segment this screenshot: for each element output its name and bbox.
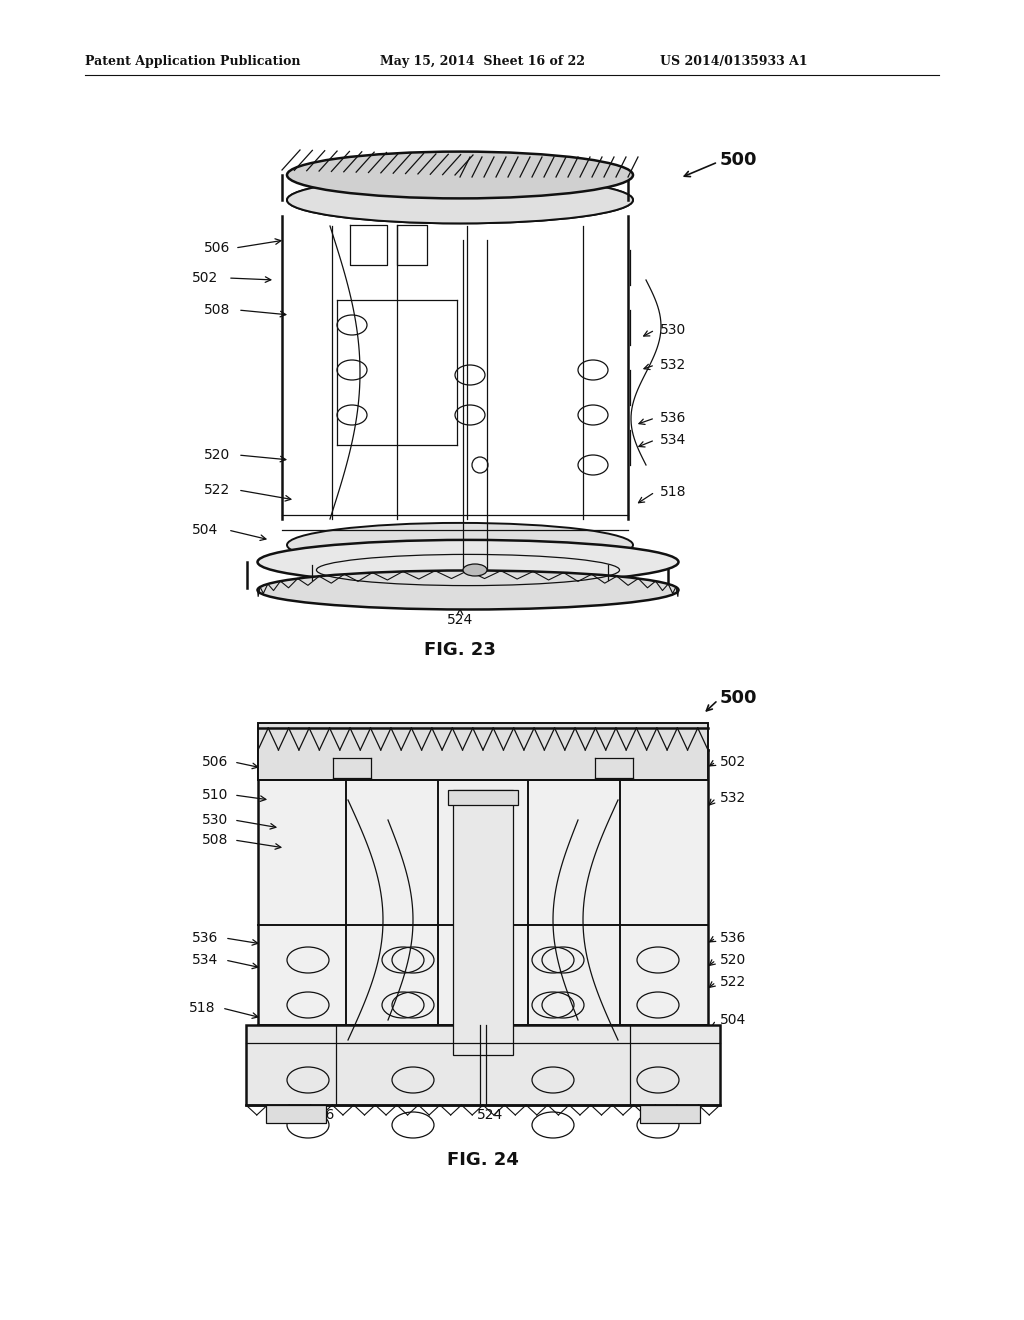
Text: 518: 518 bbox=[660, 484, 686, 499]
Text: 536: 536 bbox=[720, 931, 746, 945]
Ellipse shape bbox=[463, 564, 487, 576]
Ellipse shape bbox=[257, 540, 679, 583]
Bar bbox=[449, 789, 518, 805]
Text: FIG. 23: FIG. 23 bbox=[424, 642, 496, 659]
Text: 536: 536 bbox=[191, 931, 218, 945]
Text: 534: 534 bbox=[660, 433, 686, 447]
Bar bbox=[258, 750, 708, 1060]
Text: 526: 526 bbox=[309, 1107, 335, 1122]
Text: 508: 508 bbox=[204, 304, 230, 317]
Text: 522: 522 bbox=[720, 975, 746, 989]
Text: 506: 506 bbox=[204, 242, 230, 255]
Text: 518: 518 bbox=[188, 1001, 215, 1015]
Ellipse shape bbox=[257, 570, 679, 610]
Text: 524: 524 bbox=[446, 612, 473, 627]
Text: 534: 534 bbox=[191, 953, 218, 968]
Text: 508: 508 bbox=[202, 833, 228, 847]
Text: 530: 530 bbox=[202, 813, 228, 828]
Text: 536: 536 bbox=[660, 411, 686, 425]
Text: 500: 500 bbox=[720, 689, 758, 708]
Ellipse shape bbox=[287, 177, 633, 223]
Text: 510: 510 bbox=[202, 788, 228, 803]
Text: 504: 504 bbox=[191, 523, 218, 537]
Ellipse shape bbox=[287, 523, 633, 568]
Text: FIG. 24: FIG. 24 bbox=[447, 1151, 519, 1170]
Bar bbox=[453, 789, 513, 1055]
Ellipse shape bbox=[287, 177, 633, 223]
Bar bbox=[246, 1026, 720, 1105]
Text: 520: 520 bbox=[720, 953, 746, 968]
Text: 522: 522 bbox=[204, 483, 230, 498]
Text: 512: 512 bbox=[319, 731, 346, 744]
Ellipse shape bbox=[287, 152, 633, 198]
Text: 520: 520 bbox=[204, 447, 230, 462]
Text: 500: 500 bbox=[720, 150, 758, 169]
Text: May 15, 2014  Sheet 16 of 22: May 15, 2014 Sheet 16 of 22 bbox=[380, 55, 585, 69]
Bar bbox=[258, 723, 708, 780]
Text: 502: 502 bbox=[720, 755, 746, 770]
Text: 524: 524 bbox=[477, 1107, 503, 1122]
Text: 530: 530 bbox=[660, 323, 686, 337]
Text: 506: 506 bbox=[202, 755, 228, 770]
Text: Patent Application Publication: Patent Application Publication bbox=[85, 55, 300, 69]
Bar bbox=[640, 1105, 700, 1123]
Text: 532: 532 bbox=[720, 791, 746, 805]
Bar bbox=[266, 1105, 326, 1123]
Text: US 2014/0135933 A1: US 2014/0135933 A1 bbox=[660, 55, 808, 69]
Text: 532: 532 bbox=[660, 358, 686, 372]
Text: 504: 504 bbox=[720, 1012, 746, 1027]
Text: 502: 502 bbox=[191, 271, 218, 285]
